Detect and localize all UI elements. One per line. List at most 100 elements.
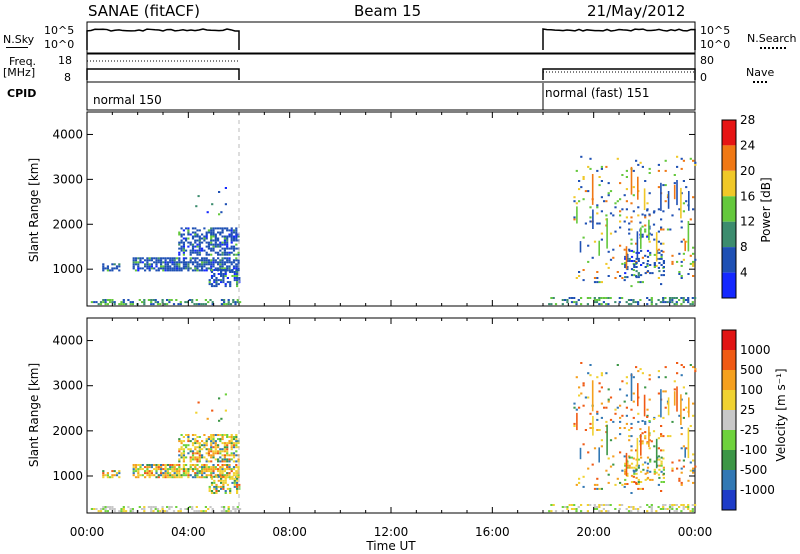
power-cell <box>227 299 230 301</box>
velocity-cell <box>634 508 637 510</box>
power-cell <box>187 267 190 270</box>
velocity-cell <box>635 467 638 470</box>
power-cell <box>226 277 229 279</box>
velocity-cell <box>109 506 112 508</box>
power-cell <box>660 257 663 260</box>
velocity-cell <box>209 506 212 508</box>
power-cell <box>220 279 223 282</box>
velocity-cell <box>182 458 185 461</box>
power-cell <box>189 251 192 254</box>
nsky-tick-high: 10^5 <box>44 24 75 37</box>
power-cell <box>575 169 578 172</box>
power-cell <box>205 253 208 256</box>
velocity-colorbar-frame <box>721 329 737 511</box>
velocity-cell <box>235 464 238 466</box>
velocity-cell <box>201 472 204 475</box>
velocity-cell <box>169 468 172 471</box>
power-cell <box>660 249 663 252</box>
velocity-cell <box>134 466 138 469</box>
power-cell <box>632 250 635 253</box>
power-ylabel: Slant Range [km] <box>27 158 41 262</box>
velocity-panel-frame <box>86 317 696 514</box>
velocity-cell <box>600 416 603 419</box>
velocity-cell <box>196 474 199 477</box>
power-cell <box>203 227 206 230</box>
velocity-cell <box>106 472 109 475</box>
power-cell <box>196 257 199 260</box>
power-cell <box>598 176 601 178</box>
power-cell <box>210 263 213 266</box>
power-cell <box>164 259 167 262</box>
velocity-cell <box>605 406 608 409</box>
power-cell <box>208 279 211 282</box>
velocity-cell <box>570 504 574 506</box>
velocity-cell <box>589 364 592 366</box>
velocity-cell <box>137 470 140 473</box>
power-cell <box>157 269 160 272</box>
velocity-cell <box>191 438 195 441</box>
power-cell <box>682 202 685 205</box>
velocity-cell <box>578 394 581 397</box>
power-cell <box>653 238 656 241</box>
power-cell <box>668 297 672 299</box>
velocity-cell <box>662 472 665 475</box>
power-cell <box>175 299 178 301</box>
power-cell <box>109 301 112 304</box>
velocity-cell <box>230 444 233 447</box>
power-cell <box>624 257 627 260</box>
velocity-cell <box>191 458 195 461</box>
velocity-cell <box>106 476 109 479</box>
power-cell <box>194 241 197 244</box>
velocity-cell <box>635 483 638 485</box>
power-cell <box>630 249 634 252</box>
velocity-colorbar-swatch <box>722 490 736 510</box>
velocity-cell <box>198 510 201 513</box>
velocity-cell <box>637 412 640 415</box>
velocity-cell <box>215 492 218 494</box>
velocity-cell <box>646 469 649 472</box>
velocity-cell <box>219 440 222 443</box>
power-cell <box>224 283 227 286</box>
velocity-cell <box>614 483 617 486</box>
power-cell <box>607 192 610 195</box>
power-cell <box>236 301 239 304</box>
power-cell <box>212 229 215 232</box>
velocity-cell <box>635 476 638 479</box>
velocity-cell <box>650 508 653 510</box>
velocity-cell <box>162 474 165 477</box>
x-axis-title: Time UT <box>365 539 416 553</box>
power-cell <box>185 265 188 268</box>
power-cell <box>644 180 647 182</box>
power-cell <box>596 204 599 207</box>
velocity-cell <box>194 466 197 469</box>
power-cell <box>104 267 107 270</box>
velocity-cell <box>221 458 224 461</box>
power-cell <box>593 281 597 284</box>
power-cell <box>198 303 201 306</box>
velocity-cell <box>224 492 227 494</box>
velocity-cell <box>215 487 218 490</box>
power-cell <box>224 271 227 273</box>
velocity-cell <box>206 417 209 420</box>
power-cell <box>671 262 674 265</box>
power-cell <box>196 239 199 242</box>
power-cell <box>150 303 153 306</box>
velocity-cell <box>213 487 216 490</box>
velocity-cell <box>155 470 158 473</box>
velocity-cell <box>554 510 558 513</box>
velocity-cell <box>586 504 589 506</box>
velocity-cell <box>161 508 164 510</box>
power-cell <box>232 261 236 264</box>
power-cell <box>596 206 599 209</box>
power-cell <box>628 228 631 231</box>
power-cell <box>646 234 649 237</box>
power-cell <box>666 228 670 231</box>
power-cell <box>637 257 640 260</box>
power-cell <box>178 241 181 244</box>
power-cell <box>684 299 688 301</box>
velocity-cell <box>178 448 181 451</box>
power-cell <box>205 237 208 240</box>
power-cell <box>580 186 583 189</box>
velocity-cell <box>232 454 236 457</box>
power-cell <box>600 297 603 299</box>
